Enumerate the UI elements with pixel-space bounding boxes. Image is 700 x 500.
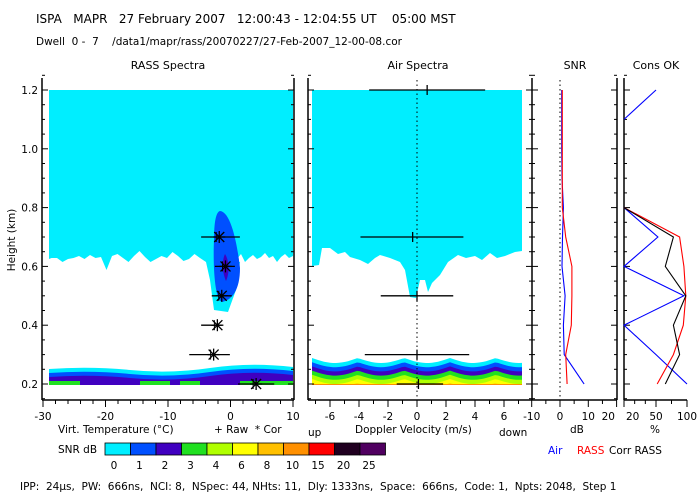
rass-asterisk-marker: [215, 289, 228, 302]
axes: 0.20.40.60.81.01.2-30 -20 -10 0 10 -6 -4 -2 0 2 4 6…: [21, 74, 697, 423]
x-tick-label: -4: [354, 411, 365, 423]
colorbar-swatch: [257, 442, 284, 456]
rass-asterisk-marker: [219, 260, 232, 273]
x-tick-label: -2: [383, 411, 393, 423]
y-axis-label: Height (km): [6, 209, 18, 272]
x-label-percent: %: [650, 424, 660, 436]
y-tick-label: 0.6: [21, 261, 38, 273]
snr-contours: [49, 90, 522, 387]
x-tick-label: -10: [159, 411, 176, 423]
cons-line-air-upper: [623, 89, 657, 120]
air-clutter-band-level-7: [312, 384, 522, 387]
rass-clutter-band-3db: [140, 381, 170, 385]
x-label-up: up: [308, 427, 322, 439]
colorbar-level-label: 20: [337, 460, 350, 472]
colorbar-level-label: 25: [362, 460, 375, 472]
colorbar-level-label: 4: [213, 460, 220, 472]
x-tick-label: 100: [677, 411, 697, 423]
colorbar-swatch: [283, 442, 310, 456]
snr-line-rass: [561, 90, 573, 385]
x-tick-label: -10: [523, 411, 540, 423]
rass-clutter-band: [49, 372, 293, 385]
rass-asterisk-marker: [250, 378, 263, 390]
colorbar-level-label: 10: [286, 460, 299, 472]
colorbar-swatch: [181, 442, 208, 456]
panel-title-cons: Cons OK: [633, 59, 680, 72]
x-label-db: dB: [570, 424, 584, 436]
y-tick-label: 0.8: [21, 203, 38, 215]
colorbar-level-label: 15: [311, 460, 324, 472]
x-label-velocity: Doppler Velocity (m/s): [355, 424, 472, 436]
x-tick-label: -30: [34, 411, 51, 423]
colorbar-swatch: [130, 442, 157, 456]
x-tick-label: 0: [227, 411, 234, 423]
colorbar-label: SNR dB: [58, 444, 97, 456]
rass-snr-contour-1db: [213, 211, 240, 302]
panel-title-snr: SNR: [564, 59, 587, 72]
legend-air: Air: [548, 445, 563, 457]
cons-line-corr-rass: [623, 207, 687, 385]
colorbar-swatch: [155, 442, 182, 456]
snr-line-air: [561, 90, 585, 385]
colorbar-swatch: [232, 442, 259, 456]
colorbar-swatch: [359, 442, 386, 456]
x-tick-label: 20: [602, 411, 615, 423]
x-tick-label: -6: [325, 411, 336, 423]
colorbar-level-label: 2: [162, 460, 169, 472]
x-tick-label: 50: [649, 411, 662, 423]
colorbar-level-label: 3: [187, 460, 194, 472]
y-tick-label: 0.2: [21, 379, 38, 391]
y-tick-label: 0.4: [21, 320, 38, 332]
rass-asterisk-marker: [207, 348, 220, 361]
panel-title-rass: RASS Spectra: [131, 59, 206, 72]
x-tick-label: 10: [286, 411, 299, 423]
x-tick-label: 20: [626, 411, 639, 423]
x-tick-label: 10: [582, 411, 595, 423]
colorbar-swatch: [334, 442, 361, 456]
footer-parameters: IPP: 24µs, PW: 666ns, NCI: 8, NSpec: 44,…: [20, 481, 616, 493]
colorbar-swatch: [206, 442, 233, 456]
colorbar-swatch: [104, 442, 131, 456]
legend-rass: RASS: [577, 445, 605, 457]
air-clutter-band-level-5: [312, 379, 522, 385]
rass-clutter-band-3db: [49, 381, 80, 385]
rass-asterisk-marker: [213, 231, 226, 243]
panel-title-air: Air Spectra: [388, 59, 449, 72]
y-tick-label: 1.2: [21, 85, 38, 97]
colorbar-level-label: 1: [136, 460, 143, 472]
data-marks: [189, 85, 688, 390]
x-tick-label: 0: [557, 411, 564, 423]
x-tick-label: -20: [97, 411, 114, 423]
colorbar-level-label: 8: [264, 460, 271, 472]
x-label-temperature: Virt. Temperature (°C): [58, 424, 174, 436]
y-tick-label: 1.0: [21, 144, 38, 156]
colorbar-level-label: 0: [111, 460, 118, 472]
colorbar-level-label: 6: [238, 460, 245, 472]
x-label-down: down: [499, 427, 527, 439]
rass-asterisk-marker: [211, 319, 224, 332]
x-tick-label: 6: [501, 411, 508, 423]
legend-raw-cor: + Raw * Cor: [214, 424, 282, 436]
colorbar-swatch: [308, 442, 335, 456]
rass-clutter-band-3db: [240, 381, 293, 385]
header-title: ISPA MAPR 27 February 2007 12:00:43 - 12…: [36, 12, 456, 26]
cons-line-air: [623, 207, 688, 385]
rass-clutter-band-3db: [180, 381, 200, 385]
rass-snr-contour-0db: [49, 90, 293, 312]
legend-corr-rass: Corr RASS: [609, 445, 662, 457]
header-file: Dwell 0 - 7 /data1/mapr/rass/20070227/27…: [36, 36, 403, 48]
x-tick-label: 2: [443, 411, 450, 423]
x-tick-label: 4: [472, 411, 479, 423]
snr-colorbar: 0 1 2 3 4 6 8 10 15 20 25: [104, 442, 386, 472]
x-tick-label: 0: [414, 411, 421, 423]
